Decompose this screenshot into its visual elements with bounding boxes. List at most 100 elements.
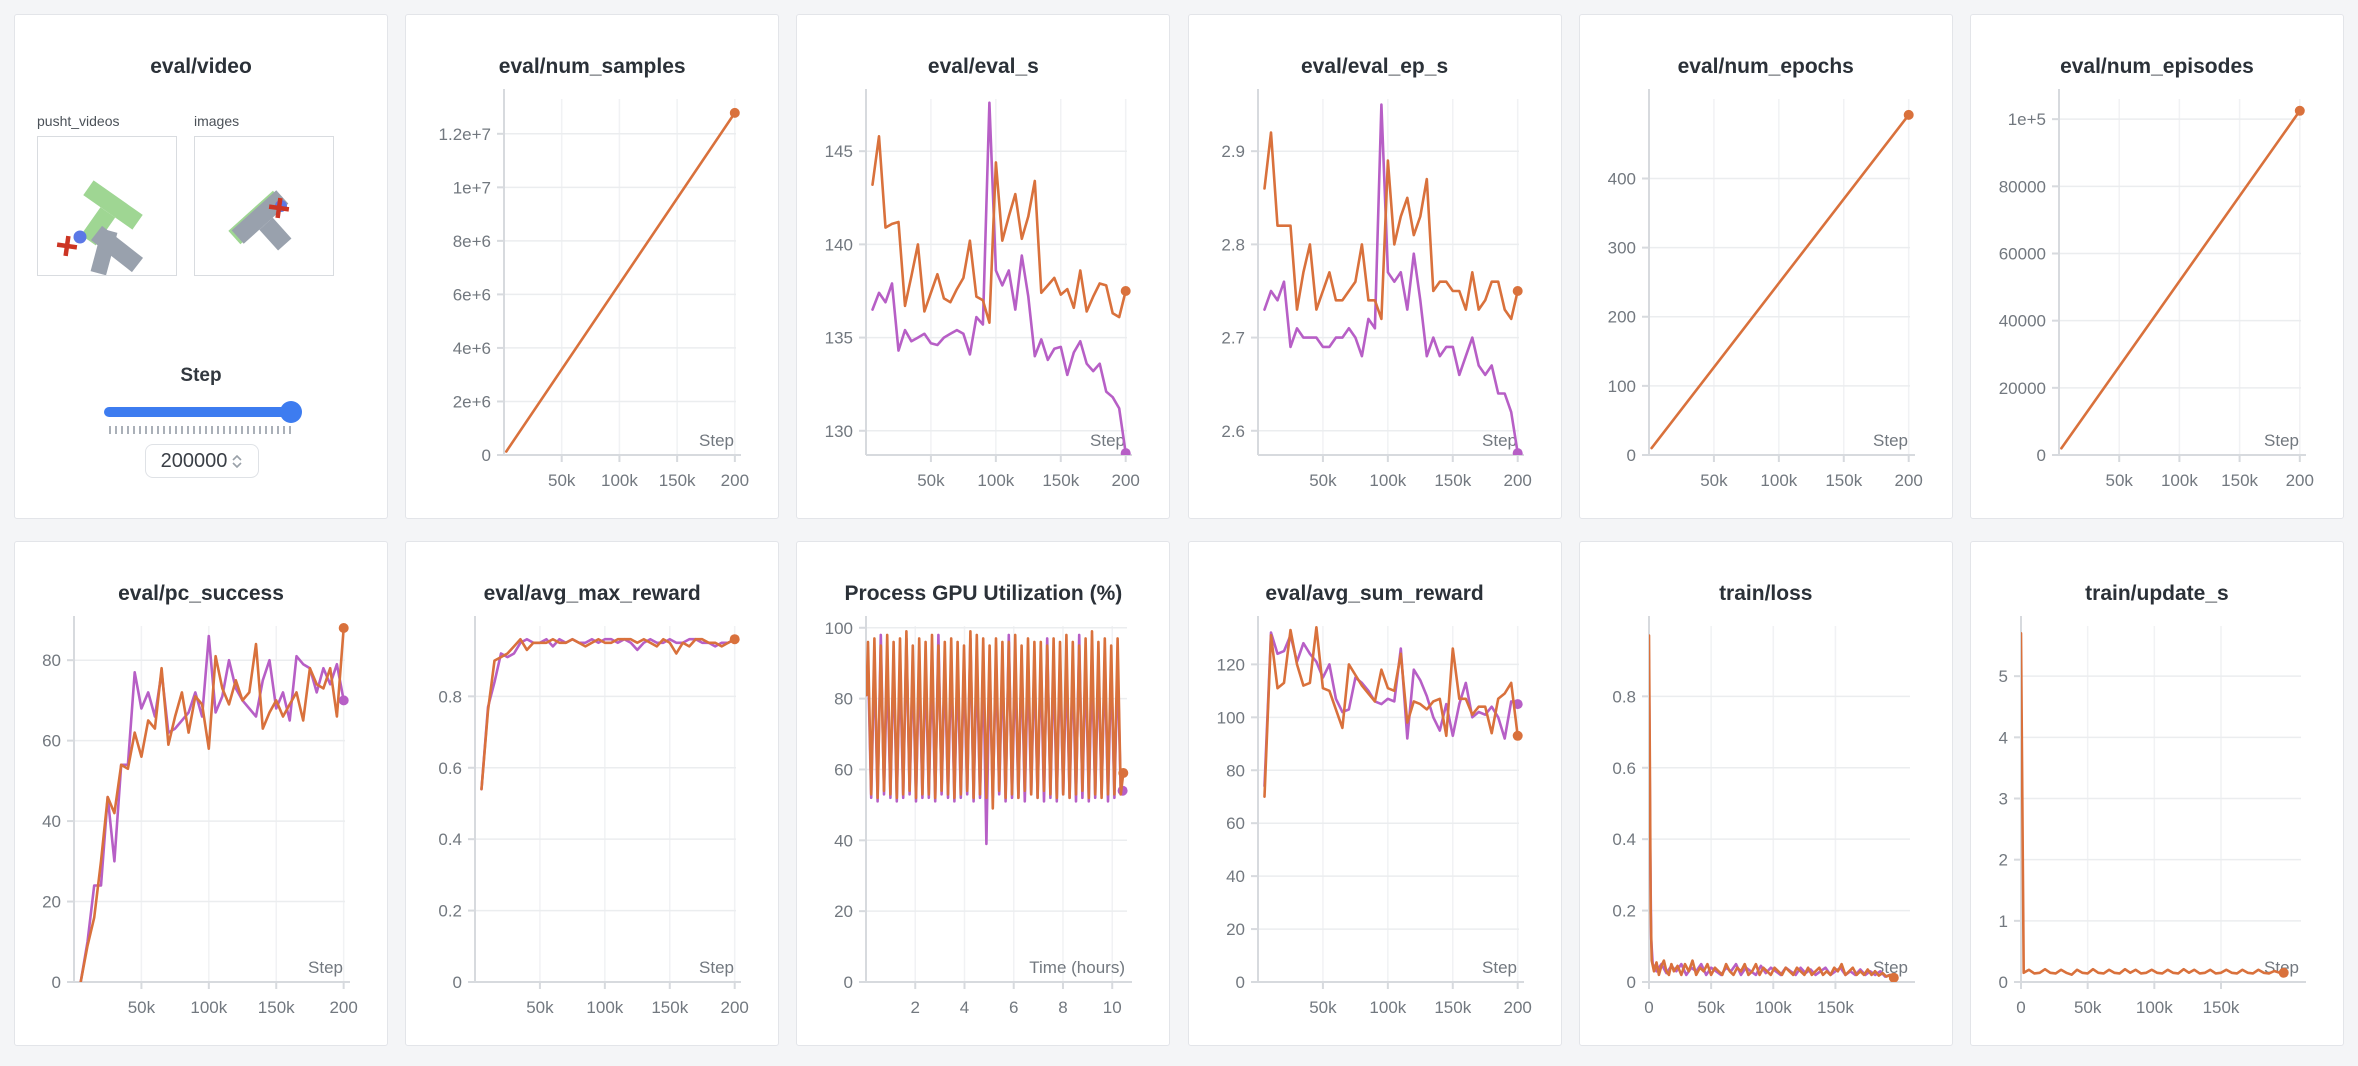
svg-text:100k: 100k: [601, 471, 638, 490]
svg-text:2.7: 2.7: [1221, 329, 1245, 348]
svg-text:Step: Step: [308, 958, 343, 977]
svg-text:100k: 100k: [1755, 998, 1792, 1017]
panel-eval-avg-max-reward[interactable]: 0 0.2 0.4 0.6 0.8 50k 100k 150k 200 Step eval/avg…: [405, 541, 780, 1046]
svg-text:0: 0: [52, 973, 61, 992]
panel-eval-eval-s[interactable]: 130 135 140 145 50k 100k 150k 200 Step eval/eval…: [796, 14, 1171, 519]
step-slider[interactable]: [104, 401, 302, 423]
svg-text:60: 60: [42, 732, 61, 751]
svg-text:60: 60: [834, 760, 853, 779]
svg-text:200: 200: [1112, 471, 1140, 490]
chevron-up-icon[interactable]: [231, 454, 243, 461]
svg-text:40: 40: [834, 831, 853, 850]
svg-text:0: 0: [1626, 446, 1635, 465]
svg-text:150k: 150k: [1434, 471, 1471, 490]
step-slider-track[interactable]: [104, 401, 302, 423]
svg-text:0.2: 0.2: [439, 902, 463, 921]
gray-t-block: [231, 190, 292, 251]
panel-train-update-s[interactable]: 0 1 2 3 4 5 0 50k 100k 150k Step train/update_s: [1969, 541, 2344, 1046]
svg-text:150k: 150k: [2203, 998, 2240, 1017]
chart-canvas-eval-eval-s: 130 135 140 145 50k 100k 150k 200 Step: [825, 89, 1140, 490]
svg-text:100k: 100k: [587, 998, 624, 1017]
svg-text:50k: 50k: [1309, 471, 1337, 490]
panel-eval-eval-ep-s[interactable]: 2.6 2.7 2.8 2.9 50k 100k 150k 200 Step eval/eval…: [1187, 14, 1562, 519]
svg-text:50k: 50k: [918, 471, 946, 490]
panel-title: eval/avg_max_reward: [483, 582, 701, 605]
svg-text:150k: 150k: [659, 471, 696, 490]
svg-text:5: 5: [1998, 667, 2007, 686]
svg-text:8: 8: [1059, 998, 1068, 1017]
chart-canvas-eval-num-samples: 0 2e+6 4e+6 6e+6 8e+6 1e+7 1.2e+7 50k 100k 150k 20…: [439, 89, 749, 490]
svg-text:2e+6: 2e+6: [453, 392, 491, 411]
svg-text:2: 2: [1998, 851, 2007, 870]
svg-text:200: 200: [721, 471, 749, 490]
svg-text:50k: 50k: [1309, 998, 1337, 1017]
svg-text:Time (hours): Time (hours): [1030, 958, 1126, 977]
panel-title: eval/avg_sum_reward: [1265, 582, 1484, 605]
panel-title: eval/num_episodes: [2060, 55, 2254, 78]
svg-text:0: 0: [453, 973, 462, 992]
chart-canvas-eval-pc-success: 0 20 40 60 80 50k 100k 150k 200 Step: [42, 616, 358, 1017]
panel-eval-num-episodes[interactable]: 0 20000 40000 60000 80000 1e+5 50k 100k 150k 200 S…: [1969, 14, 2344, 519]
svg-text:150k: 150k: [652, 998, 689, 1017]
svg-text:50k: 50k: [548, 471, 576, 490]
step-input-spinner[interactable]: [231, 454, 243, 468]
image-thumbnail[interactable]: [194, 136, 334, 276]
chevron-down-icon[interactable]: [231, 461, 243, 468]
svg-text:50k: 50k: [128, 998, 156, 1017]
chart-canvas-eval-num-episodes: 0 20000 40000 60000 80000 1e+5 50k 100k 150k 200 S…: [1999, 89, 2314, 490]
svg-text:0.8: 0.8: [1612, 687, 1636, 706]
panel-train-loss[interactable]: 0 0.2 0.4 0.6 0.8 0 50k 100k 150k Step train/loss: [1578, 541, 1953, 1046]
svg-text:50k: 50k: [1700, 471, 1728, 490]
svg-text:150k: 150k: [1817, 998, 1854, 1017]
step-input[interactable]: 200000: [145, 444, 259, 478]
video-thumbnail-pusht[interactable]: [37, 136, 177, 276]
svg-text:130: 130: [825, 422, 853, 441]
svg-text:120: 120: [1216, 655, 1244, 674]
svg-text:2.6: 2.6: [1221, 422, 1245, 441]
media-thumbnails: pusht_videos: [37, 113, 334, 276]
svg-text:80: 80: [42, 651, 61, 670]
panel-eval-avg-sum-reward[interactable]: 0 20 40 60 80 100 120 50k 100k 150k 200 Step eval/a…: [1187, 541, 1562, 1046]
svg-text:6e+6: 6e+6: [453, 285, 491, 304]
svg-text:4: 4: [960, 998, 969, 1017]
panel-eval-pc-success[interactable]: 0 20 40 60 80 50k 100k 150k 200 Step eval/pc_succ…: [14, 541, 388, 1046]
panel-process-gpu-utilization[interactable]: 0 20 40 60 80 100 2 4 6 8 10 Time (hours) Process G…: [796, 541, 1171, 1046]
panel-eval-video[interactable]: eval/video pusht_videos: [14, 14, 388, 519]
svg-text:50k: 50k: [2105, 471, 2133, 490]
panel-eval-num-epochs[interactable]: 0 100 200 300 400 50k 100k 150k 200 Step eval/num…: [1578, 14, 1953, 519]
svg-text:400: 400: [1607, 169, 1635, 188]
svg-text:200: 200: [329, 998, 357, 1017]
panel-eval-num-samples[interactable]: 0 2e+6 4e+6 6e+6 8e+6 1e+7 1.2e+7 50k 100k 150k 20…: [405, 14, 780, 519]
svg-text:40: 40: [42, 812, 61, 831]
svg-text:0: 0: [844, 973, 853, 992]
chart-canvas-eval-avg-sum-reward: 0 20 40 60 80 100 120 50k 100k 150k 200 Step: [1216, 616, 1531, 1017]
chart-canvas-eval-avg-max-reward: 0 0.2 0.4 0.6 0.8 50k 100k 150k 200 Step: [439, 616, 749, 1017]
agent-dot: [73, 230, 87, 244]
chart-canvas-eval-eval-ep-s: 2.6 2.7 2.8 2.9 50k 100k 150k 200 Step: [1221, 89, 1531, 490]
panel-title: train/update_s: [2085, 582, 2229, 605]
svg-text:100: 100: [1216, 708, 1244, 727]
svg-text:8e+6: 8e+6: [453, 232, 491, 251]
svg-text:1e+7: 1e+7: [453, 178, 491, 197]
svg-text:80000: 80000: [1999, 177, 2046, 196]
svg-text:150k: 150k: [1043, 471, 1080, 490]
svg-text:20: 20: [1226, 920, 1245, 939]
svg-text:200: 200: [1894, 471, 1922, 490]
step-slider-thumb[interactable]: [280, 401, 302, 423]
svg-text:150k: 150k: [1434, 998, 1471, 1017]
svg-text:Step: Step: [2264, 431, 2299, 450]
goal-cross-icon: [268, 197, 290, 219]
panel-title: eval/pc_success: [118, 582, 284, 605]
svg-text:0: 0: [1644, 998, 1653, 1017]
svg-text:0: 0: [1235, 973, 1244, 992]
svg-text:Step: Step: [699, 958, 734, 977]
step-slider-ruler: [109, 426, 295, 434]
step-input-value[interactable]: 200000: [160, 449, 228, 472]
svg-text:100k: 100k: [2136, 998, 2173, 1017]
svg-text:0: 0: [2016, 998, 2025, 1017]
svg-text:135: 135: [825, 329, 853, 348]
svg-text:0.2: 0.2: [1612, 902, 1636, 921]
